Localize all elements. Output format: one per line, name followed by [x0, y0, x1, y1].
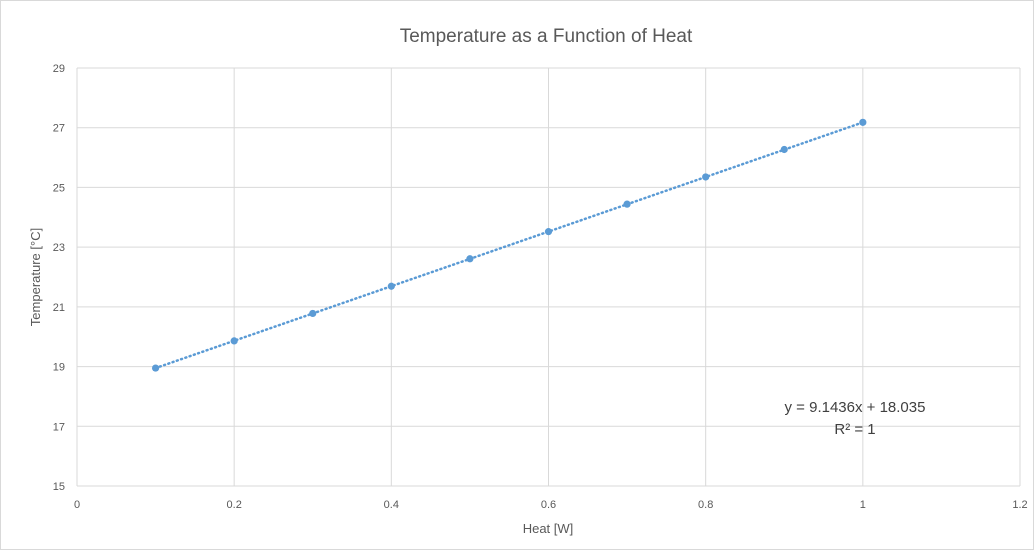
trendline: [154, 121, 865, 370]
x-tick-label: 0: [74, 499, 80, 511]
tick-labels: 15 17 19 21 23 25 27 29 0 0.2 0.4 0.6 0.8 1 1.2: [53, 63, 1028, 511]
data-point: [780, 145, 788, 154]
y-tick-label: 29: [53, 63, 65, 75]
y-tick-label: 19: [53, 362, 65, 374]
x-tick-label: 0.6: [541, 499, 556, 511]
y-tick-label: 25: [53, 182, 65, 194]
data-point: [702, 173, 710, 181]
trendline-equation: y = 9.1436x + 18.035: [785, 399, 926, 416]
data-point: [544, 228, 553, 236]
data-point: [623, 200, 631, 208]
y-tick-label: 15: [53, 481, 65, 493]
data-point: [466, 255, 474, 263]
x-tick-label: 0.8: [698, 499, 713, 511]
data-point: [859, 118, 867, 126]
y-tick-label: 23: [53, 242, 65, 254]
y-tick-label: 21: [53, 302, 65, 314]
y-tick-label: 17: [53, 421, 65, 433]
trendline-layer: [154, 121, 865, 370]
data-point: [230, 337, 238, 345]
data-point: [387, 282, 395, 290]
data-point: [309, 309, 317, 318]
trendline-r-squared: R² = 1: [834, 421, 875, 438]
y-axis-label: Temperature [°C]: [28, 228, 43, 326]
data-point: [151, 364, 160, 372]
x-tick-label: 1: [860, 499, 866, 511]
chart-title: Temperature as a Function of Heat: [400, 26, 693, 47]
x-axis-label: Heat [W]: [523, 521, 574, 536]
data-points: [151, 118, 867, 372]
y-tick-label: 27: [53, 123, 65, 135]
x-tick-label: 0.2: [227, 499, 242, 511]
x-tick-label: 1.2: [1012, 499, 1027, 511]
x-tick-label: 0.4: [384, 499, 399, 511]
gridlines: [76, 67, 1021, 487]
